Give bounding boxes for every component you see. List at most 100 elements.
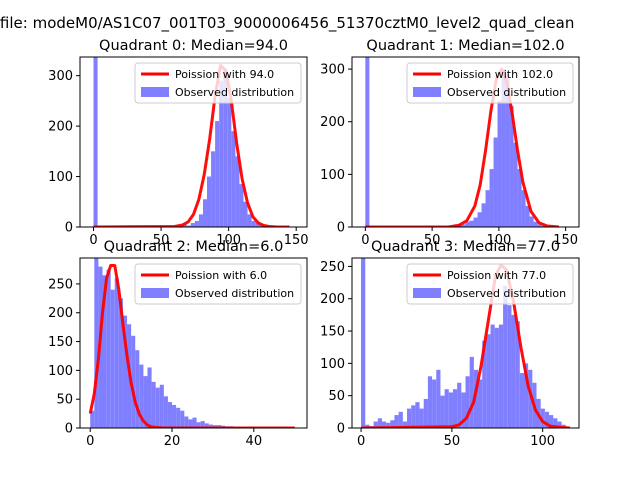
hist-bar	[503, 285, 508, 428]
hist-bar	[498, 324, 504, 428]
hist-bar	[448, 392, 453, 428]
hist-bar	[541, 225, 546, 227]
hist-bar	[182, 224, 187, 227]
hist-bar	[513, 142, 518, 227]
hist-bar	[461, 224, 466, 227]
hist-bar	[529, 216, 534, 227]
hist-bar	[423, 398, 428, 428]
hist-bar	[394, 415, 399, 428]
hist-bar	[521, 190, 526, 227]
subplot-quadrant-3: 0 50 100 0 50 100 150 200 250 Poission with 77.0 O…	[320, 239, 580, 449]
y-tick-label: 0	[65, 221, 73, 236]
hist-bar	[444, 389, 449, 428]
hist-bar	[196, 422, 201, 428]
hist-bar	[373, 421, 378, 428]
hist-bar	[485, 190, 490, 227]
subplot-quadrant-2: 0 20 40 0 50 100 150 200 250 Poission with 6.0 Obs…	[48, 239, 308, 449]
hist-bar	[515, 321, 520, 428]
x-tick-label: 150	[553, 233, 578, 248]
hist-bar	[489, 169, 494, 227]
hist-bar	[497, 100, 502, 227]
legend-hist-label: Observed distribution	[175, 86, 294, 99]
y-tick-label: 200	[48, 306, 73, 321]
legend-hist-swatch	[413, 288, 441, 298]
hist-bar	[457, 382, 462, 428]
hist-bar	[465, 376, 470, 428]
x-tick-label: 50	[424, 233, 441, 248]
y-tick-label: 250	[320, 260, 345, 275]
hist-bar	[493, 137, 498, 227]
hist-bar	[490, 324, 495, 428]
hist-bar	[94, 258, 99, 428]
hist-bar	[407, 408, 412, 428]
legend-box	[406, 263, 574, 305]
hist-bar	[198, 214, 203, 227]
x-tick-label: 100	[530, 434, 555, 449]
hist-bar	[523, 363, 529, 428]
y-tick-label: 100	[48, 364, 73, 379]
hist-bar	[540, 408, 545, 428]
hist-bar	[167, 402, 173, 428]
y-tick-label: 100	[320, 168, 345, 183]
hist-bar	[557, 421, 562, 428]
y-tick-label: 150	[320, 325, 345, 340]
y-tick-label: 0	[337, 422, 345, 437]
hist-bar	[106, 269, 111, 428]
hist-bar	[511, 314, 516, 428]
hist-bar	[482, 340, 487, 428]
legend-box	[134, 62, 302, 104]
hist-bar	[365, 57, 370, 227]
hist-bar	[143, 376, 148, 428]
hist-bar	[188, 419, 193, 428]
hist-bar	[159, 384, 164, 428]
hist-bar	[411, 405, 416, 428]
hist-bar	[377, 418, 382, 428]
hist-bar	[147, 367, 152, 428]
hist-bar	[365, 424, 370, 428]
y-tick-label: 0	[337, 221, 345, 236]
hist-bar	[386, 422, 391, 428]
legend-line-label: Poission with 6.0	[175, 269, 267, 282]
hist-bar	[131, 335, 136, 428]
axes-frame	[351, 56, 580, 228]
hist-bar	[533, 221, 538, 227]
axes-frame	[79, 56, 308, 228]
hist-bar	[192, 417, 197, 428]
y-tick-label: 300	[320, 63, 345, 78]
hist-bar	[381, 421, 387, 428]
y-tick-label: 200	[320, 292, 345, 307]
hist-bar	[118, 298, 123, 428]
hist-bar	[509, 105, 514, 227]
hist-bar	[90, 410, 95, 428]
y-tick-label: 50	[56, 393, 73, 408]
hist-bar	[247, 214, 252, 227]
hist-bar	[190, 222, 195, 227]
legend-line-label: Poission with 102.0	[447, 68, 553, 81]
hist-bar	[477, 212, 482, 227]
hist-bar	[135, 350, 140, 428]
y-tick-label: 200	[48, 120, 73, 135]
hist-bar	[215, 121, 220, 227]
x-tick-label: 0	[361, 233, 369, 248]
hist-bar	[440, 395, 445, 428]
y-tick-label: 0	[65, 422, 73, 437]
x-tick-label: 100	[216, 233, 241, 248]
y-tick-label: 100	[48, 170, 73, 185]
hist-bar	[114, 278, 119, 428]
hist-bar	[473, 369, 479, 428]
hist-bar	[243, 201, 248, 227]
x-tick-label: 0	[86, 434, 94, 449]
figure-title: n file: modeM0/AS1C07_001T03_9000006456_…	[0, 14, 574, 33]
hist-bar	[461, 392, 466, 428]
hist-bar	[494, 327, 499, 428]
y-tick-label: 300	[48, 69, 73, 84]
legend-box	[134, 263, 302, 305]
subplot-quadrant-0: 0 50 100 150 0 100 200 300 Poission with 94.0 Obs…	[48, 38, 308, 248]
hist-bar	[102, 275, 107, 428]
hist-bar	[93, 57, 98, 227]
legend-box	[406, 62, 574, 104]
legend-hist-swatch	[141, 87, 169, 97]
hist-bar	[478, 379, 483, 428]
hist-bar	[139, 364, 144, 428]
